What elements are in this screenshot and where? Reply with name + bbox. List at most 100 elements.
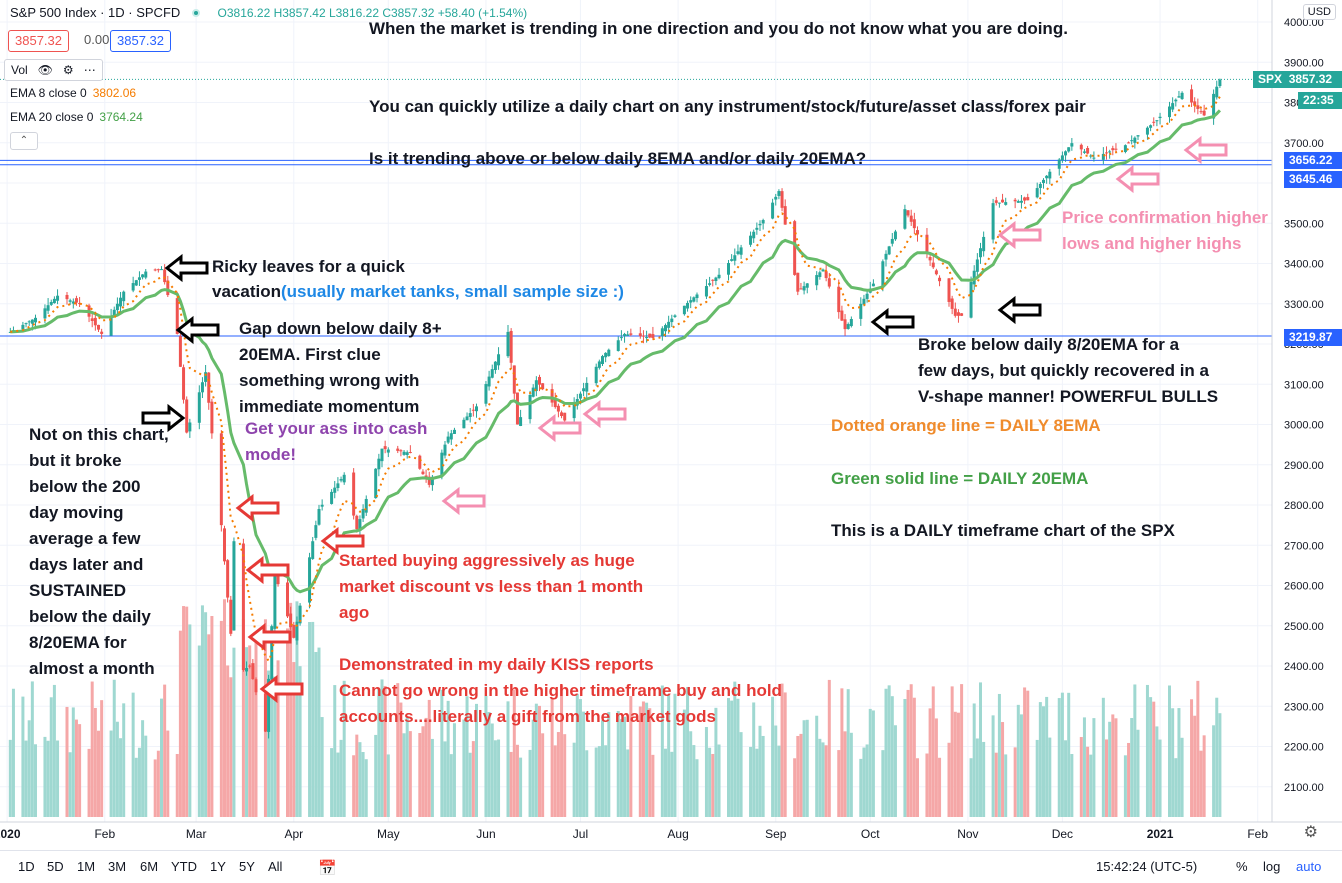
gear-icon[interactable]: ⚙ (62, 63, 74, 77)
volume-bar (8, 739, 12, 817)
volume-bar (100, 700, 104, 817)
price-chart[interactable]: 2020 Feb Mar Apr May Jun Jul Aug Sep Oct Nov Dec 202… (0, 0, 1342, 850)
candle-body (207, 372, 211, 403)
y-tick-label: 2500.00 (1284, 621, 1324, 633)
volume-bar (446, 700, 450, 817)
volume-bar (87, 748, 91, 817)
volume-bar (1149, 697, 1153, 817)
volume-bar (1212, 725, 1216, 817)
volume-bar (484, 695, 488, 817)
candle-body (1038, 183, 1042, 188)
more-icon[interactable]: ⋯ (83, 63, 96, 77)
volume-bar (358, 742, 362, 817)
candle-body (241, 543, 245, 671)
range-6m[interactable]: 6M (140, 859, 159, 874)
x-tick-label: Sep (765, 827, 787, 841)
ema20-legend[interactable]: EMA 20 close 0 3764.24 (10, 110, 143, 124)
candle-body (175, 298, 179, 334)
candle-body (229, 599, 233, 634)
candle-body (355, 515, 359, 530)
candle-body (528, 394, 532, 420)
auto-toggle[interactable]: auto (1296, 859, 1322, 874)
volume-bar (273, 676, 277, 817)
x-tick-label: Apr (284, 827, 303, 841)
currency-label[interactable]: USD (1302, 4, 1336, 20)
ema8-legend[interactable]: EMA 8 close 0 3802.06 (10, 86, 136, 100)
clock-readout[interactable]: 15:42:24 (UTC-5) (1096, 859, 1198, 874)
volume-bar (1060, 692, 1064, 817)
volume-bar (144, 735, 148, 817)
ema8-label: EMA 8 close 0 (10, 86, 87, 100)
goto-date-icon[interactable]: 📅 (318, 860, 337, 877)
candle-body (912, 219, 916, 229)
range-1d[interactable]: 1D (18, 859, 35, 874)
volume-bar (619, 719, 623, 817)
candle-body (519, 417, 523, 426)
range-5d[interactable]: 5D (47, 859, 64, 874)
x-tick-label: Aug (667, 827, 688, 841)
candle-body (112, 309, 116, 316)
candle-body (969, 282, 973, 318)
volume-bar (730, 700, 734, 817)
bar-countdown: 22:35 (1298, 92, 1342, 109)
volume-bar (254, 637, 258, 817)
volume-bar (424, 717, 428, 817)
volume-bar (1067, 692, 1071, 817)
range-all[interactable]: All (268, 859, 283, 874)
eye-icon[interactable]: 👁 (37, 63, 53, 77)
annotation-gap: Gap down below daily 8+ 20EMA. First clu… (239, 319, 442, 416)
range-1m[interactable]: 1M (77, 859, 96, 874)
candle-body (777, 191, 781, 196)
volume-bar (396, 683, 400, 817)
volume-bar (780, 683, 784, 817)
volume-bar (934, 718, 938, 817)
symbol-title[interactable]: S&P 500 Index · 1D · SPCFD (10, 5, 181, 20)
volume-bar (462, 719, 466, 817)
candle-body (903, 209, 907, 229)
candle-body (342, 474, 346, 483)
volume-bar (519, 757, 523, 817)
volume-bar (1133, 684, 1137, 817)
candle-body (541, 383, 545, 390)
candle-body (490, 369, 494, 378)
volume-indicator-row[interactable]: Vol 👁 ⚙ ⋯ (4, 59, 103, 81)
candle-body (56, 295, 60, 301)
volume-bar (267, 670, 271, 817)
volume-bar (276, 660, 280, 817)
volume-bar (717, 744, 721, 817)
volume-bar (1105, 739, 1108, 817)
volume-bar (295, 601, 299, 817)
axis-settings-icon[interactable]: ⚙ (1303, 824, 1318, 841)
pink-arrow-icon (997, 220, 1042, 250)
candle-body (65, 294, 69, 300)
log-toggle[interactable]: log (1263, 859, 1281, 874)
volume-bar (141, 720, 145, 817)
volume-bar (56, 740, 60, 817)
candle-body (1108, 151, 1112, 153)
range-3m[interactable]: 3M (108, 859, 127, 874)
volume-bar (78, 724, 82, 817)
buy-button[interactable]: 3857.32 (110, 30, 171, 52)
candle-body (538, 376, 541, 385)
range-1y[interactable]: 1Y (210, 859, 226, 874)
volume-bar (468, 752, 472, 817)
volume-bar (314, 651, 318, 817)
collapse-legend-button[interactable]: ⌃ (10, 132, 38, 150)
candle-body (263, 693, 267, 732)
volume-bar (251, 665, 255, 817)
volume-bar (865, 744, 869, 817)
candle-body (862, 298, 866, 305)
candle-body (512, 365, 516, 394)
sell-button[interactable]: 3857.32 (8, 30, 69, 52)
candle-body (1035, 188, 1039, 198)
candle-body (484, 384, 488, 404)
volume-bar (660, 685, 664, 817)
candle-body (49, 302, 53, 305)
candle-body (68, 300, 72, 302)
range-ytd[interactable]: YTD (171, 859, 197, 874)
volume-bar (320, 717, 324, 817)
range-5y[interactable]: 5Y (239, 859, 255, 874)
percent-toggle[interactable]: % (1236, 859, 1248, 874)
candle-body (752, 231, 756, 239)
volume-bar (74, 719, 78, 817)
